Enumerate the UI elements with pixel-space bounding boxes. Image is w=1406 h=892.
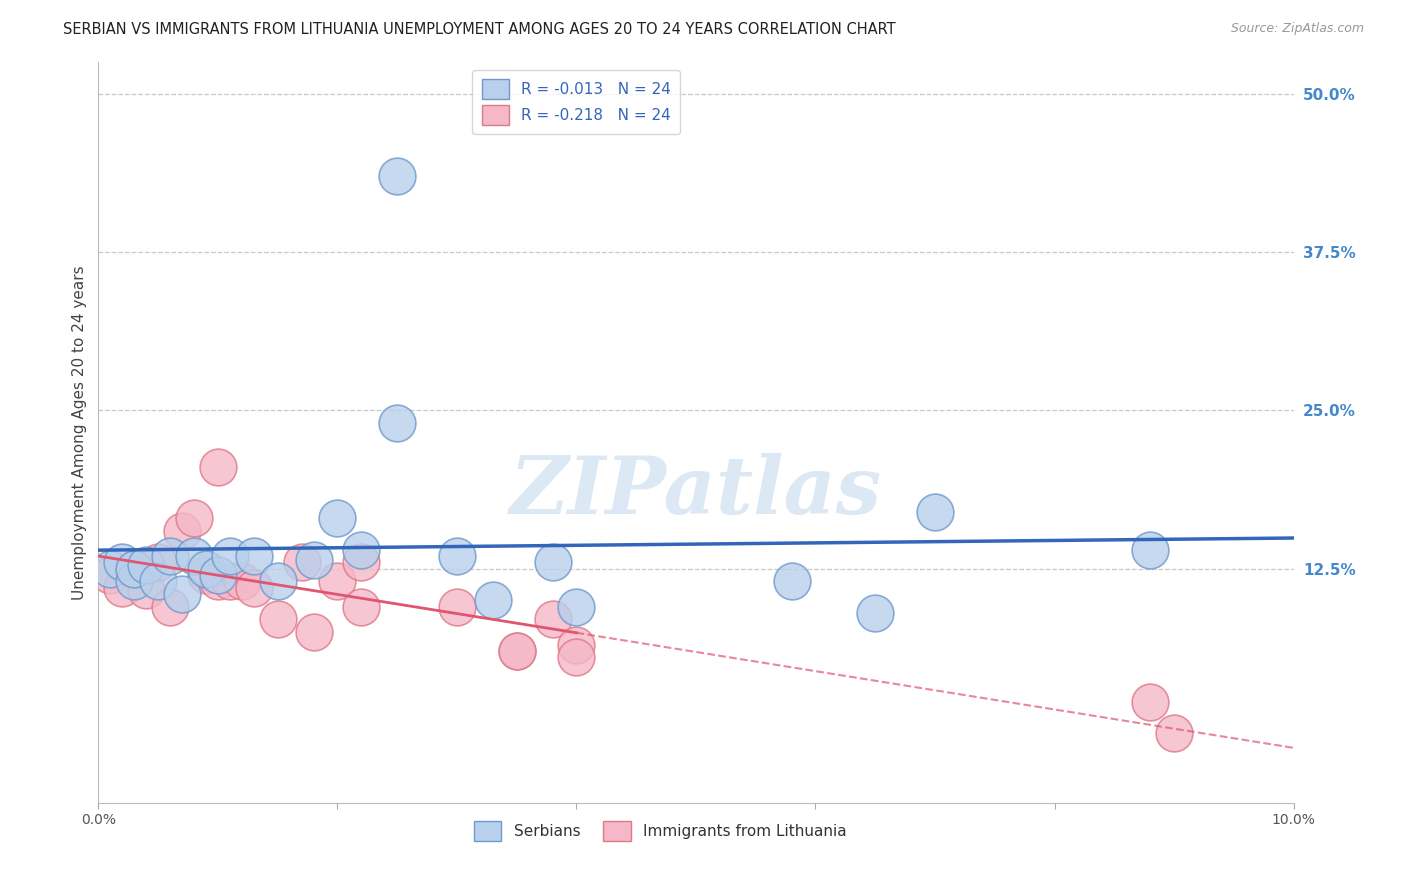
Point bbox=[1139, 694, 1161, 708]
Point bbox=[326, 574, 349, 589]
Point bbox=[124, 574, 146, 589]
Legend: Serbians, Immigrants from Lithuania: Serbians, Immigrants from Lithuania bbox=[468, 815, 852, 847]
Y-axis label: Unemployment Among Ages 20 to 24 years: Unemployment Among Ages 20 to 24 years bbox=[72, 265, 87, 600]
Point bbox=[98, 568, 122, 582]
Point bbox=[124, 562, 146, 576]
Point bbox=[350, 555, 373, 569]
Point bbox=[565, 650, 588, 665]
Point bbox=[924, 505, 946, 519]
Point bbox=[183, 549, 205, 563]
Point bbox=[124, 562, 146, 576]
Point bbox=[1139, 542, 1161, 557]
Point bbox=[207, 574, 229, 589]
Point bbox=[243, 581, 266, 595]
Point bbox=[148, 555, 170, 569]
Point bbox=[135, 583, 157, 598]
Point bbox=[111, 581, 134, 595]
Point bbox=[780, 574, 803, 589]
Point bbox=[506, 644, 529, 658]
Point bbox=[195, 562, 218, 576]
Point bbox=[541, 612, 564, 626]
Text: ZIPatlas: ZIPatlas bbox=[510, 453, 882, 531]
Point bbox=[243, 549, 266, 563]
Point bbox=[291, 555, 314, 569]
Point bbox=[302, 624, 325, 639]
Point bbox=[302, 553, 325, 567]
Point bbox=[565, 638, 588, 652]
Point bbox=[446, 599, 468, 614]
Point bbox=[172, 524, 194, 538]
Point bbox=[207, 460, 229, 475]
Point bbox=[565, 599, 588, 614]
Point bbox=[482, 593, 505, 607]
Point bbox=[541, 555, 564, 569]
Point bbox=[219, 549, 242, 563]
Point bbox=[183, 511, 205, 525]
Point bbox=[207, 568, 229, 582]
Point bbox=[111, 555, 134, 569]
Point bbox=[159, 599, 181, 614]
Point bbox=[172, 587, 194, 601]
Point bbox=[350, 599, 373, 614]
Point bbox=[385, 169, 409, 184]
Point bbox=[1163, 726, 1185, 740]
Point bbox=[865, 606, 887, 620]
Point bbox=[98, 562, 122, 576]
Point bbox=[446, 549, 468, 563]
Point bbox=[326, 511, 349, 525]
Point bbox=[159, 549, 181, 563]
Point bbox=[219, 574, 242, 589]
Text: Source: ZipAtlas.com: Source: ZipAtlas.com bbox=[1230, 22, 1364, 36]
Point bbox=[267, 574, 290, 589]
Point bbox=[506, 644, 529, 658]
Point bbox=[231, 574, 253, 589]
Point bbox=[148, 574, 170, 589]
Point bbox=[350, 542, 373, 557]
Point bbox=[135, 558, 157, 572]
Point bbox=[267, 612, 290, 626]
Point bbox=[385, 416, 409, 430]
Point bbox=[195, 568, 218, 582]
Text: SERBIAN VS IMMIGRANTS FROM LITHUANIA UNEMPLOYMENT AMONG AGES 20 TO 24 YEARS CORR: SERBIAN VS IMMIGRANTS FROM LITHUANIA UNE… bbox=[63, 22, 896, 37]
